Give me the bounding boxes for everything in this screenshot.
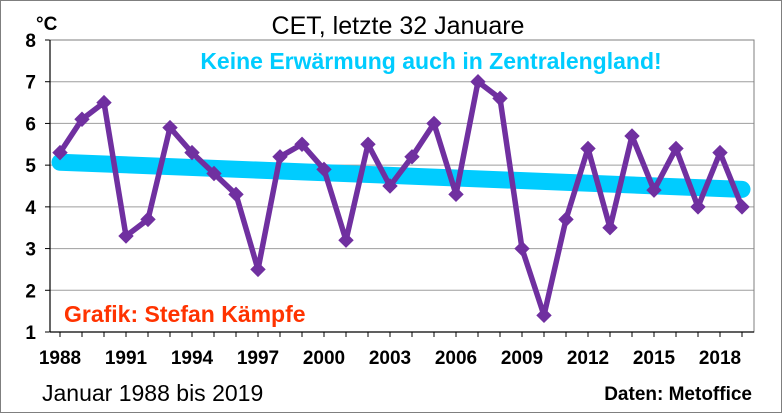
data-point-marker [712,144,728,161]
data-point-marker [602,220,618,236]
data-point-marker [492,90,508,107]
series-layer [52,74,750,324]
x-tick-label: 2015 [633,348,676,369]
y-tick-label: 7 [25,73,36,94]
series-line [57,78,745,319]
data-point-marker [294,136,310,152]
chart-subtitle: Keine Erwärmung auch in Zentralengland! [200,48,661,74]
data-point-marker [382,178,398,194]
data-point-marker [162,119,178,136]
data-point-marker [536,307,552,324]
data-point-marker [184,144,200,161]
data-point-marker [580,140,596,157]
data-point-marker [470,74,486,90]
x-tick-label: 2006 [435,348,477,369]
data-point-marker [404,149,420,165]
data-point-marker [272,149,288,165]
data-point-marker [646,182,662,198]
data-point-marker [206,165,222,182]
unit-label: °C [36,14,58,35]
y-tick-label: 4 [25,198,36,219]
x-tick-label: 2018 [699,348,741,369]
x-tick-label: 1988 [39,348,81,369]
data-point-marker [514,240,530,257]
y-tick-label: 8 [25,31,36,52]
data-point-marker [360,136,376,152]
data-point-marker [734,199,750,215]
data-point-marker [690,199,706,215]
data-point-marker [668,140,684,157]
data-point-marker [250,261,266,278]
footer-source-label: Daten: Metoffice [604,384,752,405]
x-tick-label: 1994 [171,348,214,369]
x-tick-label: 2012 [567,348,609,369]
data-point-marker [426,115,442,132]
text-layer: CET, letzte 32 Januare Keine Erwärmung a… [36,12,752,406]
data-point-marker [338,232,354,248]
x-tick-label: 2003 [369,348,411,369]
x-tick-label: 1991 [105,348,148,369]
y-tick-label: 6 [25,114,36,135]
y-tick-label: 1 [25,323,36,344]
data-point-marker [228,186,244,203]
data-point-marker [140,211,156,228]
x-tick-label: 1997 [237,348,279,369]
axis-layer [45,39,755,337]
data-point-marker [52,144,68,161]
x-tick-label: 2009 [501,348,543,369]
y-tick-label: 5 [25,156,36,177]
y-tick-label: 3 [25,240,36,261]
data-point-marker [74,111,90,127]
data-point-marker [316,161,332,178]
chart-title: CET, letzte 32 Januare [272,12,525,40]
data-point-marker [448,186,464,203]
y-tick-label: 2 [25,281,36,302]
x-tick-label: 2000 [303,348,345,369]
credit-label: Grafik: Stefan Kämpfe [64,301,306,327]
data-point-marker [558,211,574,228]
data-point-marker [96,94,112,111]
data-point-marker [624,128,640,144]
data-point-marker [118,228,134,244]
footer-period-label: Januar 1988 bis 2019 [42,380,263,406]
